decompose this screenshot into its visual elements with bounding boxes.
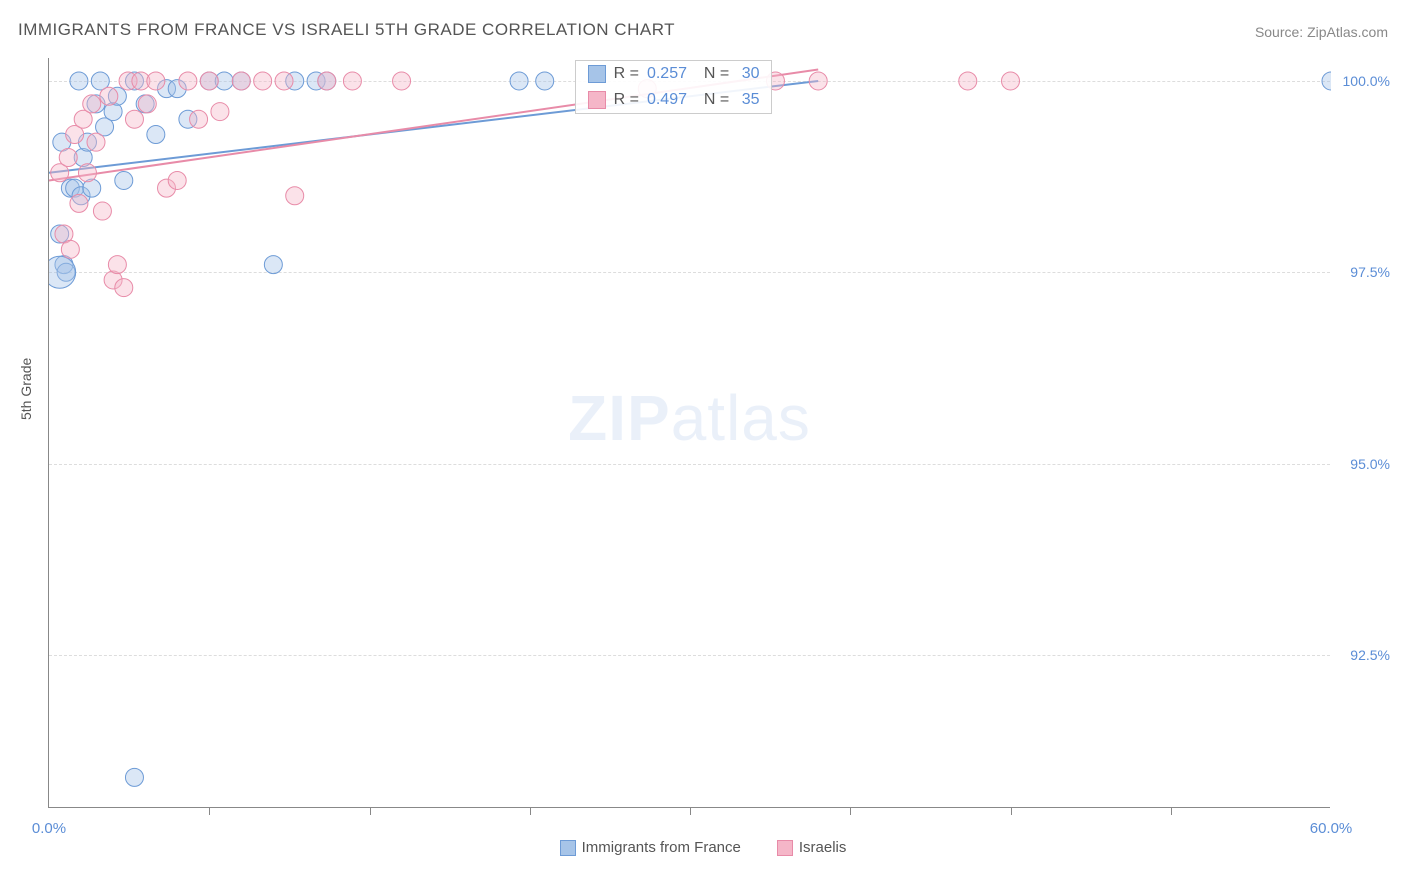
data-point [264,256,282,274]
data-point [104,271,122,289]
data-point [125,768,143,786]
gridline-h [49,464,1330,465]
stats-r-label: R = [614,91,639,109]
data-point [74,148,92,166]
legend-item: Immigrants from France [560,839,741,856]
data-point [211,103,229,121]
data-point [61,240,79,258]
data-point [66,126,84,144]
data-point [78,133,96,151]
plot-svg [49,58,1331,808]
legend-swatch-icon [777,840,793,856]
data-point [158,179,176,197]
data-point [53,133,71,151]
data-point [87,133,105,151]
y-tick-label: 97.5% [1350,264,1390,280]
plot-area: ZIPatlas 92.5%95.0%97.5%100.0%0.0%60.0%R… [48,58,1330,808]
legend-swatch-icon [588,65,606,83]
data-point [87,95,105,113]
data-point [125,110,143,128]
x-minor-tick [209,807,210,815]
x-tick-label: 60.0% [1310,820,1353,837]
data-point [83,95,101,113]
x-minor-tick [1011,807,1012,815]
stats-n-value: 30 [742,65,760,83]
stats-r-label: R = [614,65,639,83]
data-point [179,110,197,128]
data-point [190,110,208,128]
data-point [168,171,186,189]
gridline-h [49,272,1330,273]
data-point [138,95,156,113]
data-point [74,110,92,128]
data-point [93,202,111,220]
x-minor-tick [370,807,371,815]
data-point [78,164,96,182]
chart-title: IMMIGRANTS FROM FRANCE VS ISRAELI 5TH GR… [18,20,675,40]
data-point [59,148,77,166]
x-minor-tick [850,807,851,815]
data-point [51,225,69,243]
data-point [104,103,122,121]
watermark: ZIPatlas [568,381,811,455]
data-point [100,87,118,105]
stats-box: R = 0.257 N = 30R = 0.497 N = 35 [575,60,773,114]
legend-label: Immigrants from France [582,839,741,856]
legend: Immigrants from France Israelis [0,839,1406,856]
x-minor-tick [530,807,531,815]
legend-swatch-icon [588,91,606,109]
chart-container: IMMIGRANTS FROM FRANCE VS ISRAELI 5TH GR… [0,0,1406,892]
data-point [108,87,126,105]
data-point [66,179,84,197]
x-tick-label: 0.0% [32,820,66,837]
data-point [115,171,133,189]
stats-r-value: 0.497 [647,91,687,109]
y-tick-label: 100.0% [1343,73,1390,89]
legend-label: Israelis [799,839,847,856]
data-point [147,126,165,144]
x-minor-tick [1171,807,1172,815]
y-tick-label: 95.0% [1350,456,1390,472]
stats-r-value: 0.257 [647,65,687,83]
data-point [83,179,101,197]
y-axis-label: 5th Grade [18,358,34,420]
gridline-h [49,655,1330,656]
data-point [61,179,79,197]
source-attribution: Source: ZipAtlas.com [1255,24,1388,40]
data-point [96,118,114,136]
legend-item: Israelis [777,839,847,856]
stats-n-label: N = [695,91,734,109]
data-point [108,256,126,274]
data-point [51,164,69,182]
data-point [55,225,73,243]
data-point [70,194,88,212]
data-point [72,187,90,205]
legend-swatch-icon [560,840,576,856]
data-point [115,279,133,297]
stats-n-value: 35 [742,91,760,109]
data-point [55,256,73,274]
data-point [168,80,186,98]
stats-row: R = 0.497 N = 35 [576,87,772,113]
stats-row: R = 0.257 N = 30 [576,61,772,87]
data-point [286,187,304,205]
stats-n-label: N = [695,65,734,83]
data-point [136,95,154,113]
x-minor-tick [690,807,691,815]
y-tick-label: 92.5% [1350,647,1390,663]
data-point [158,80,176,98]
